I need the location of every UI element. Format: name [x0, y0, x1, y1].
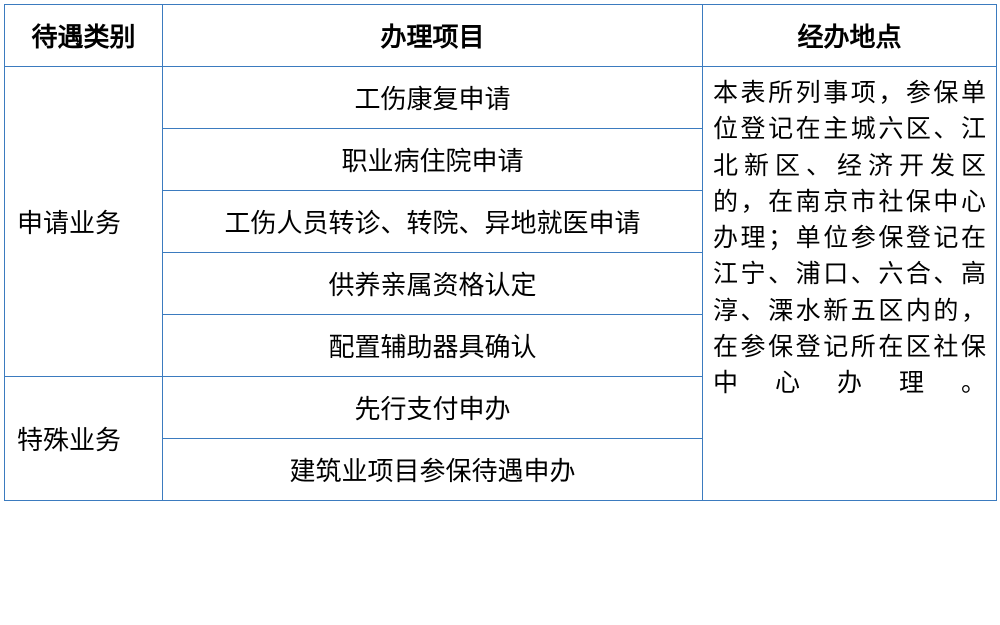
- cell-item: 先行支付申办: [163, 377, 703, 439]
- table-row: 申请业务 工伤康复申请 本表所列事项，参保单位登记在主城六区、江北新区、经济开发…: [5, 67, 997, 129]
- location-text: 本表所列事项，参保单位登记在主城六区、江北新区、经济开发区的，在南京市社保中心办…: [713, 79, 986, 397]
- cell-item: 工伤人员转诊、转院、异地就医申请: [163, 191, 703, 253]
- header-category: 待遇类别: [5, 5, 163, 67]
- cell-location: 本表所列事项，参保单位登记在主城六区、江北新区、经济开发区的，在南京市社保中心办…: [703, 67, 997, 501]
- table-header-row: 待遇类别 办理项目 经办地点: [5, 5, 997, 67]
- benefit-table: 待遇类别 办理项目 经办地点 申请业务 工伤康复申请 本表所列事项，参保单位登记…: [4, 4, 997, 501]
- cell-item: 职业病住院申请: [163, 129, 703, 191]
- header-item: 办理项目: [163, 5, 703, 67]
- cell-item: 配置辅助器具确认: [163, 315, 703, 377]
- cell-item: 工伤康复申请: [163, 67, 703, 129]
- header-location: 经办地点: [703, 5, 997, 67]
- cell-item: 供养亲属资格认定: [163, 253, 703, 315]
- cell-item: 建筑业项目参保待遇申办: [163, 439, 703, 501]
- cell-category-0: 申请业务: [5, 67, 163, 377]
- cell-category-1: 特殊业务: [5, 377, 163, 501]
